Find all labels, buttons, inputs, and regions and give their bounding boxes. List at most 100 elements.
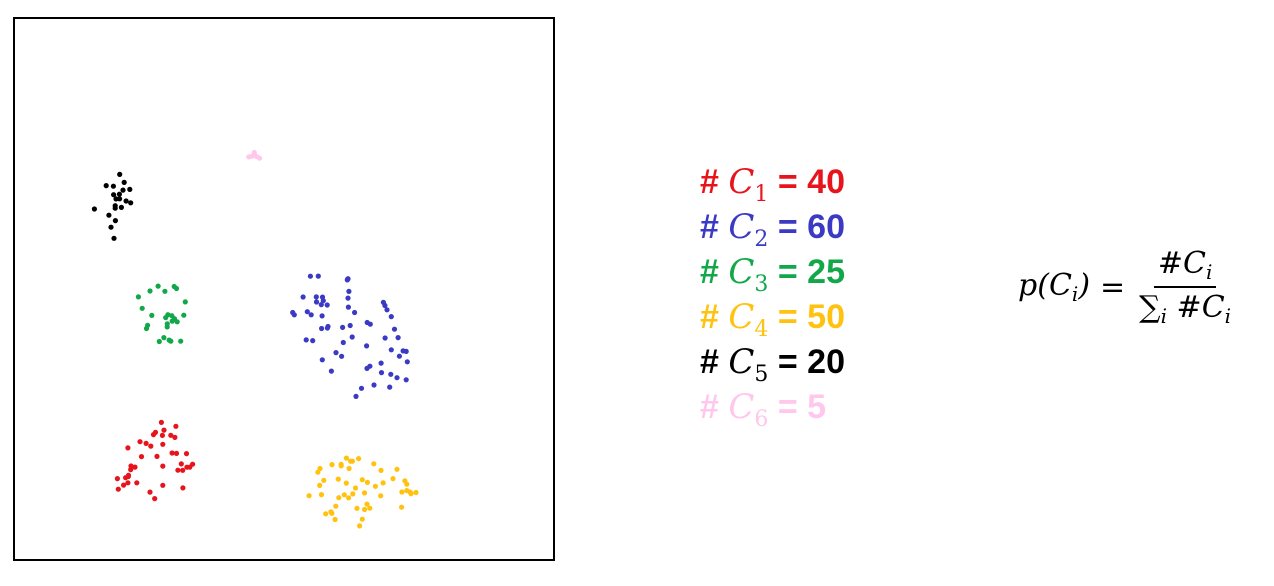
point-c4 — [346, 495, 352, 501]
formula-sum-sub: i — [1160, 304, 1167, 328]
point-c4 — [367, 505, 373, 511]
point-c3 — [156, 338, 162, 345]
legend-hash: # — [700, 208, 719, 246]
point-c4 — [317, 482, 323, 488]
point-c5 — [123, 198, 129, 204]
point-c4 — [359, 477, 365, 483]
point-c4 — [343, 480, 349, 486]
cluster-count-legend: # C1 = 40 # C2 = 60 # C3 = 25 # C4 = 50 # C5… — [700, 160, 845, 432]
point-c2 — [310, 338, 316, 344]
point-c2 — [318, 302, 324, 308]
point-c1 — [154, 453, 160, 459]
point-c3 — [164, 321, 170, 327]
point-c1 — [161, 427, 167, 433]
point-c2 — [304, 309, 310, 315]
point-c5 — [103, 183, 109, 189]
point-c4 — [341, 492, 347, 498]
point-c4 — [413, 489, 419, 496]
legend-sub: 2 — [754, 227, 769, 252]
point-c4 — [390, 476, 396, 482]
point-c3 — [174, 319, 180, 325]
formula-den-var: C — [1201, 290, 1225, 325]
point-c2 — [340, 339, 346, 346]
point-c2 — [404, 359, 410, 365]
point-c3 — [166, 337, 172, 343]
legend-var: C — [728, 387, 755, 427]
formula-numerator: #Ci — [1153, 246, 1217, 288]
legend-count: 5 — [807, 388, 827, 426]
point-c4 — [323, 511, 329, 517]
formula-func: p — [1018, 268, 1038, 303]
point-c1 — [175, 467, 181, 473]
point-c6 — [251, 149, 257, 156]
legend-hash: # — [700, 253, 719, 291]
point-c1 — [152, 496, 158, 502]
point-c2 — [345, 304, 351, 310]
point-c2 — [387, 384, 393, 390]
legend-var: C — [728, 252, 755, 292]
point-c2 — [319, 325, 325, 332]
point-c1 — [115, 486, 121, 492]
legend-row-c2: # C2 = 60 — [700, 205, 845, 252]
point-c2 — [395, 335, 401, 341]
point-c2 — [308, 312, 314, 318]
legend-sub: 6 — [754, 407, 769, 432]
point-c2 — [364, 343, 370, 349]
point-c2 — [345, 295, 351, 301]
point-c5 — [127, 186, 133, 192]
legend-hash: # — [700, 163, 719, 201]
point-c5 — [116, 191, 122, 197]
point-c4 — [338, 461, 344, 467]
point-c1 — [160, 482, 166, 488]
point-c5 — [118, 204, 124, 210]
point-c4 — [348, 458, 354, 464]
point-c1 — [173, 450, 180, 456]
point-c2 — [382, 335, 388, 341]
point-c3 — [163, 315, 169, 321]
point-c2 — [320, 298, 326, 304]
point-c4 — [346, 465, 352, 472]
point-c2 — [313, 299, 320, 305]
point-c4 — [318, 492, 325, 498]
point-c3 — [145, 322, 151, 328]
point-c2 — [291, 312, 297, 318]
point-c4 — [335, 476, 341, 482]
point-c3 — [147, 288, 153, 294]
point-c4 — [364, 479, 370, 485]
legend-var: C — [728, 207, 755, 247]
point-c4 — [372, 483, 378, 489]
point-c4 — [336, 495, 342, 501]
point-c5 — [120, 187, 126, 193]
point-c5 — [110, 183, 116, 189]
point-c1 — [178, 461, 184, 467]
point-c1 — [173, 423, 179, 429]
legend-row-c6: # C6 = 5 — [700, 385, 845, 432]
point-c1 — [169, 450, 175, 456]
point-c4 — [380, 480, 386, 486]
point-c3 — [162, 288, 168, 294]
point-c3 — [181, 312, 187, 318]
point-c2 — [384, 307, 390, 313]
point-c4 — [404, 488, 410, 494]
point-c4 — [378, 493, 384, 499]
point-c3 — [149, 312, 155, 318]
formula-num-hash: # — [1157, 246, 1183, 281]
point-c4 — [354, 505, 360, 511]
formula-denominator: ∑i #Ci — [1135, 288, 1235, 328]
point-c3 — [139, 305, 145, 311]
legend-row-c3: # C3 = 25 — [700, 250, 845, 297]
point-c5 — [111, 192, 117, 198]
legend-sub: 3 — [754, 272, 769, 297]
formula-sum-symbol: ∑ — [1139, 290, 1161, 325]
point-c2 — [367, 321, 373, 327]
formula-lhs: p(Ci) — [1018, 268, 1091, 306]
point-c2 — [378, 360, 384, 366]
point-c4 — [394, 466, 400, 472]
point-c5 — [108, 224, 114, 230]
point-c2 — [339, 353, 345, 359]
point-c2 — [380, 299, 386, 305]
point-c1 — [125, 445, 131, 451]
point-c6 — [257, 155, 263, 161]
point-c1 — [138, 454, 145, 460]
legend-count: 50 — [807, 298, 845, 336]
